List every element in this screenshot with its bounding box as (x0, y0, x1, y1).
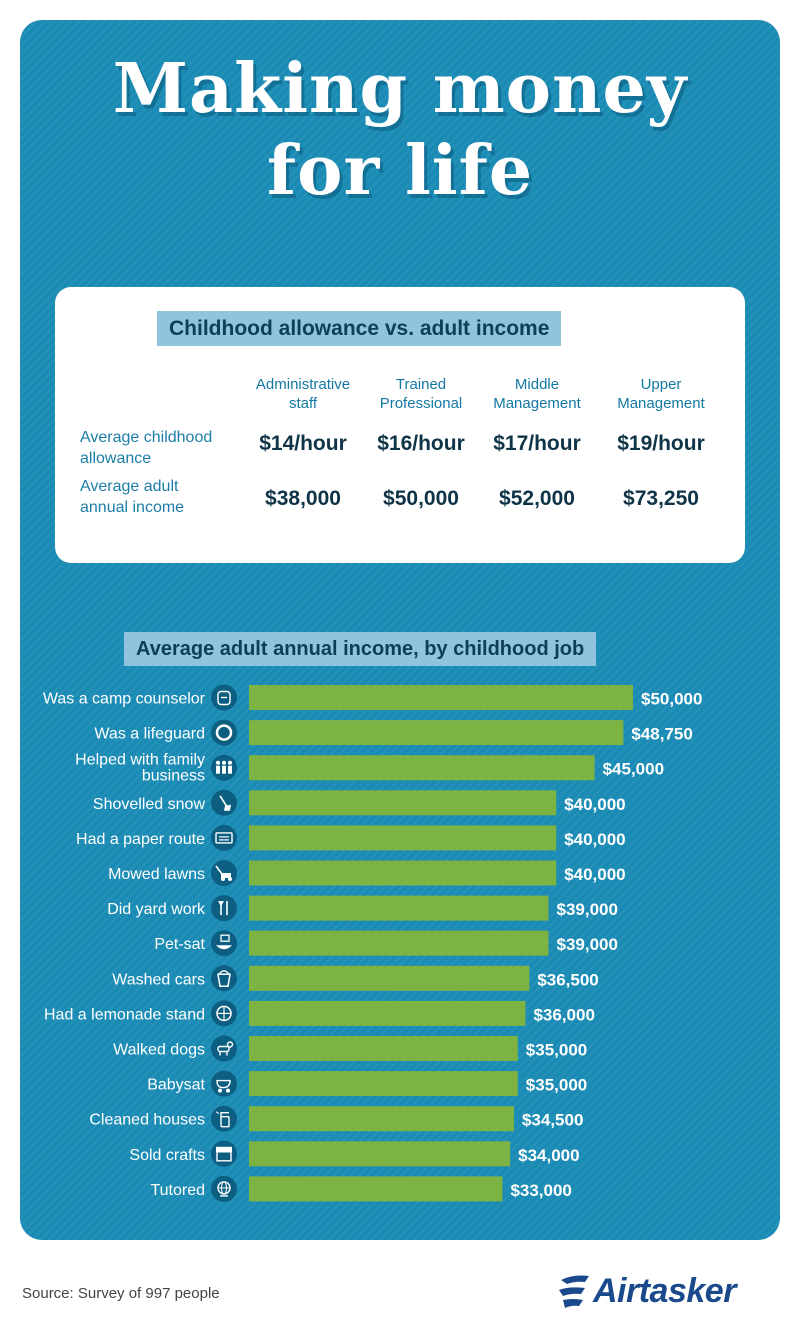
bar-13 (249, 1106, 514, 1132)
category-label: Did yard work (107, 901, 206, 918)
brand-wordmark: Airtasker (593, 1272, 736, 1310)
category-label: Cleaned houses (89, 1112, 205, 1129)
row-header-adult-income: Average adult annual income (80, 478, 185, 516)
bar-value-label: $34,000 (518, 1146, 579, 1165)
bar-9 (249, 965, 530, 991)
spray-bottle-icon (211, 1105, 237, 1132)
category-label: Pet-sat (154, 936, 205, 953)
bar-value-label: $35,000 (526, 1076, 587, 1095)
category-label: Had a lemonade stand (44, 1006, 205, 1023)
category-label: Shovelled snow (93, 796, 206, 813)
title-line-1: Making money (112, 49, 688, 129)
table-cell: $50,000 (383, 487, 459, 510)
bar-value-label: $48,750 (631, 725, 692, 744)
bar-value-label: $45,000 (603, 760, 664, 779)
row-header-childhood-allowance: Average childhood allowance (80, 429, 213, 467)
lawnmower-icon (211, 860, 237, 886)
bar-6 (249, 860, 557, 886)
bar-value-label: $36,000 (533, 1005, 594, 1024)
title-line-2: for life (266, 131, 534, 211)
page-title: Making money for life (20, 48, 780, 212)
category-label: Walked dogs (113, 1042, 205, 1059)
source-note: Source: Survey of 997 people (22, 1285, 220, 1302)
bar-value-label: $40,000 (564, 865, 625, 884)
dog-icon (211, 1035, 237, 1062)
bar-value-label: $40,000 (564, 830, 625, 849)
lemonade-icon (211, 1000, 237, 1027)
column-header-middle-management: Middle Management (493, 376, 581, 412)
bar-7 (249, 895, 549, 921)
table-cell: $14/hour (259, 432, 347, 455)
table-cell: $38,000 (265, 487, 341, 510)
table-title: Childhood allowance vs. adult income (157, 311, 562, 346)
bar-value-label: $35,000 (526, 1041, 587, 1060)
bar-2 (249, 720, 624, 746)
category-label: Was a lifeguard (94, 726, 205, 743)
bar-11 (249, 1036, 518, 1061)
shovel-icon (211, 789, 237, 816)
bar-12 (249, 1071, 518, 1097)
category-label: Had a paper route (76, 831, 205, 848)
bar-value-label: $33,000 (510, 1181, 571, 1200)
garden-tools-icon (211, 895, 237, 922)
stroller-icon (211, 1070, 237, 1097)
category-label: Was a camp counselor (43, 691, 206, 708)
bar-value-label: $40,000 (564, 795, 625, 814)
table-cell: $52,000 (499, 487, 575, 510)
category-label: Babysat (147, 1077, 205, 1094)
lifebuoy-icon (211, 719, 237, 746)
category-label: Helped with family business (75, 752, 205, 785)
family-icon (211, 754, 237, 781)
bar-14 (249, 1141, 511, 1167)
bar-value-label: $39,000 (557, 900, 618, 919)
bar-1 (249, 685, 633, 710)
bar-4 (249, 790, 557, 816)
column-header-administrative-staff: Administrative staff (255, 376, 351, 412)
category-label: Sold crafts (129, 1147, 205, 1164)
bar-value-label: $34,500 (522, 1111, 583, 1130)
infographic-panel (20, 20, 780, 1240)
bar-15 (249, 1176, 503, 1202)
bar-8 (249, 930, 549, 956)
bar-3 (249, 755, 595, 781)
bar-value-label: $36,500 (537, 970, 598, 989)
table-cell: $17/hour (493, 432, 581, 455)
table-cell: $19/hour (617, 432, 705, 455)
column-header-trained-professional: Trained Professional (379, 376, 463, 412)
category-label: Tutored (150, 1182, 205, 1199)
category-label: Mowed lawns (108, 866, 205, 883)
backpack-icon (211, 684, 237, 711)
bar-value-label: $39,000 (557, 935, 618, 954)
globe-icon (211, 1175, 237, 1202)
bar-value-label: $50,000 (641, 690, 702, 709)
category-label: Washed cars (112, 971, 205, 988)
airtasker-logo-icon (559, 1275, 589, 1308)
table-cell: $16/hour (377, 432, 465, 455)
table-cell: $73,250 (623, 487, 699, 510)
bar-10 (249, 1000, 526, 1026)
bar-5 (249, 825, 557, 851)
column-header-upper-management: Upper Management (617, 376, 705, 412)
newspaper-icon (211, 824, 237, 851)
chart-title: Average adult annual income, by childhoo… (124, 632, 597, 666)
bucket-icon (211, 965, 237, 992)
shop-stall-icon (211, 1140, 237, 1167)
pet-bowl-icon (211, 930, 237, 957)
